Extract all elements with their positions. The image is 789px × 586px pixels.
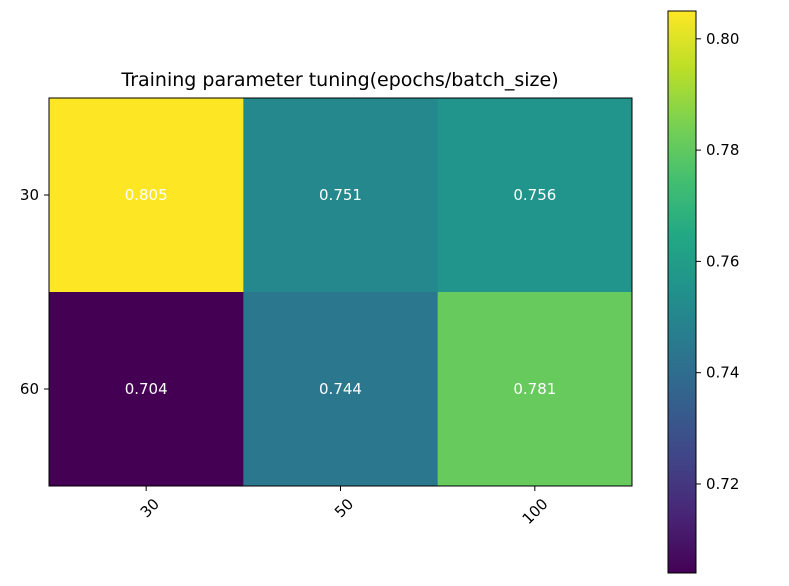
heatmap-cell bbox=[243, 98, 439, 293]
cell-value-label: 0.744 bbox=[319, 380, 362, 398]
colorbar-ticks: 0.72 0.74 0.76 0.78 0.80 bbox=[696, 30, 739, 493]
heatmap-cell bbox=[49, 98, 244, 293]
colorbar-frame bbox=[667, 10, 697, 574]
heatmap-cells bbox=[49, 98, 633, 487]
x-tick-label: 100 bbox=[519, 495, 552, 528]
cell-value-label: 0.756 bbox=[513, 186, 556, 204]
heatmap-cell bbox=[437, 98, 633, 293]
heatmap-cell bbox=[243, 292, 439, 487]
colorbar-gradient bbox=[668, 11, 696, 573]
cell-value-label: 0.805 bbox=[125, 186, 168, 204]
x-tick-label: 30 bbox=[137, 495, 163, 521]
y-tick-label: 60 bbox=[20, 380, 39, 398]
chart-title: Training parameter tuning(epochs/batch_s… bbox=[120, 69, 558, 91]
colorbar: 0.72 0.74 0.76 0.78 0.80 bbox=[667, 10, 739, 574]
cell-value-label: 0.704 bbox=[125, 380, 168, 398]
colorbar-tick-label: 0.76 bbox=[706, 252, 739, 270]
heatmap-cell-labels: 0.805 0.751 0.756 0.704 0.744 0.781 bbox=[125, 186, 557, 398]
colorbar-tick-label: 0.72 bbox=[706, 475, 739, 493]
colorbar-tick-label: 0.80 bbox=[706, 30, 739, 48]
y-tick-label: 30 bbox=[20, 186, 39, 204]
heatmap-cell bbox=[49, 292, 244, 487]
x-axis: 30 50 100 bbox=[137, 486, 552, 528]
y-axis: 30 60 bbox=[20, 186, 49, 398]
cell-value-label: 0.751 bbox=[319, 186, 362, 204]
x-tick-label: 50 bbox=[331, 495, 357, 521]
heatmap-cell bbox=[437, 292, 633, 487]
cell-value-label: 0.781 bbox=[513, 380, 556, 398]
colorbar-tick-label: 0.74 bbox=[706, 364, 739, 382]
colorbar-tick-label: 0.78 bbox=[706, 141, 739, 159]
